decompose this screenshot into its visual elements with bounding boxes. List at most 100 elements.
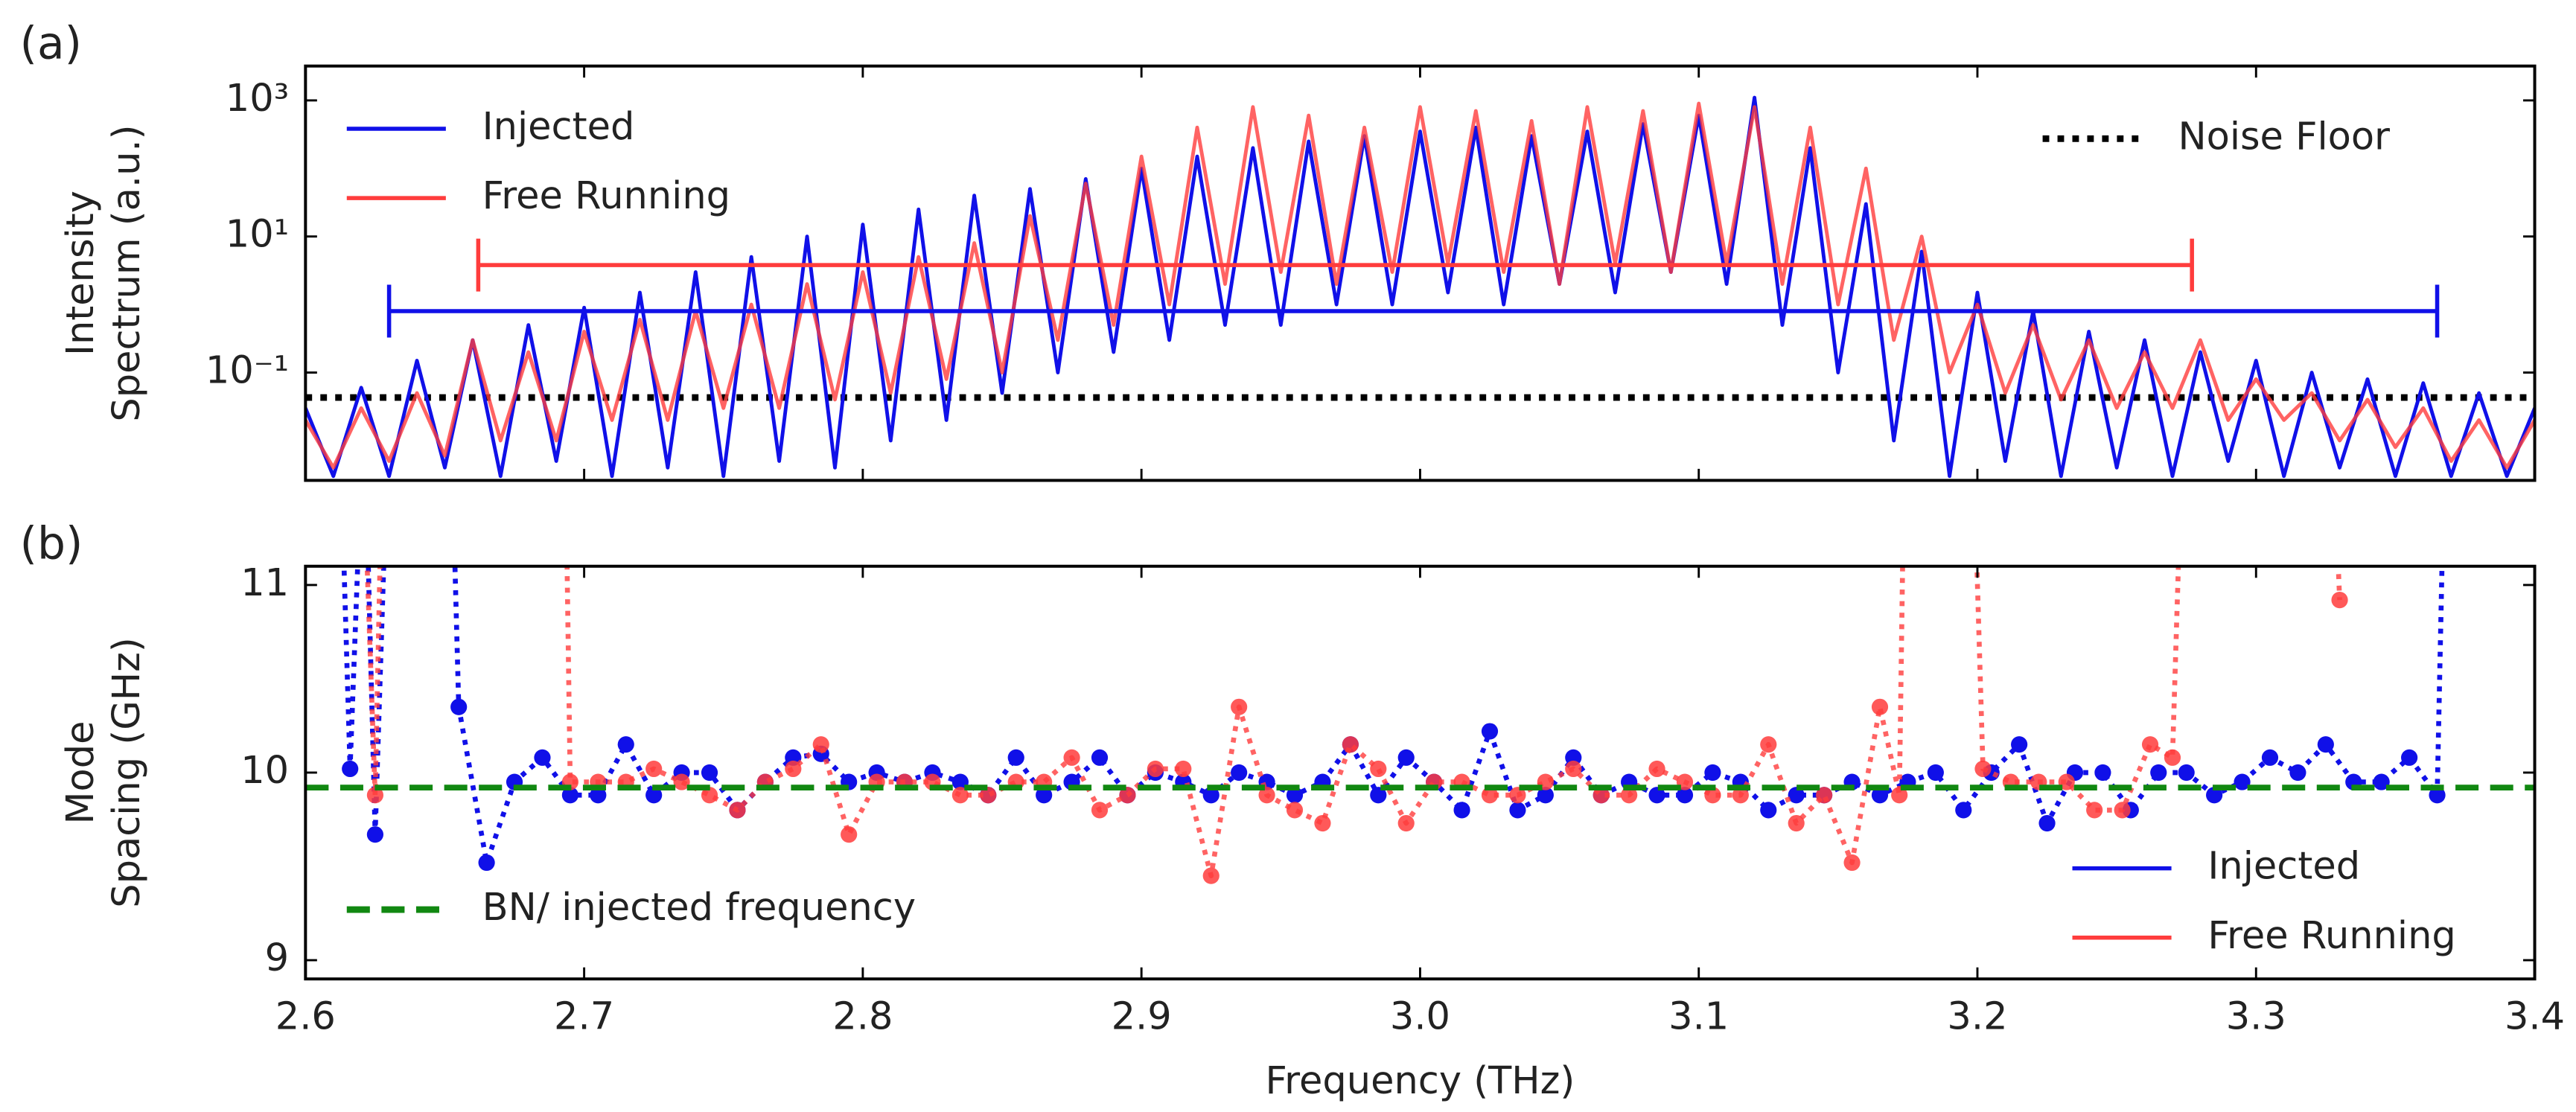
x-tick-label: 3.1 [1668, 994, 1729, 1038]
data-point [1788, 787, 1805, 804]
data-point [951, 787, 969, 804]
x-tick-label: 3.2 [1947, 994, 2007, 1038]
legend-label: Free Running [482, 174, 730, 218]
legend-label: Injected [482, 105, 635, 149]
data-point [2401, 749, 2418, 766]
data-point [1537, 787, 1554, 804]
legend-label: Free Running [2207, 914, 2455, 958]
plot-area [305, 95, 2535, 479]
data-point [2373, 773, 2390, 790]
x-tick-label: 3.4 [2505, 994, 2565, 1038]
data-point [2141, 736, 2159, 753]
x-tick-label: 2.7 [554, 994, 614, 1038]
data-point [1007, 749, 1024, 766]
data-point [1091, 749, 1109, 766]
data-point [1871, 787, 1889, 804]
data-point [673, 773, 690, 790]
data-point [1816, 787, 1833, 804]
data-point [1036, 787, 1053, 804]
data-point [2261, 749, 2279, 766]
data-point [1621, 787, 1638, 804]
data-point [980, 787, 997, 804]
data-point [1231, 698, 1248, 715]
x-axis-label: Frequency (THz) [1266, 1059, 1575, 1103]
data-point [2114, 802, 2131, 819]
data-point [2289, 764, 2306, 782]
data-point [1231, 764, 1248, 782]
axes-frame [304, 564, 2537, 981]
y-tick-label: 10⁻¹ [205, 349, 289, 393]
data-point [1509, 787, 1526, 804]
data-point [1509, 802, 1526, 819]
data-point [366, 826, 383, 843]
data-point [1063, 749, 1080, 766]
x-tick-label: 3.0 [1390, 994, 1450, 1038]
data-point [2429, 787, 2446, 804]
series-line [364, 566, 2342, 878]
data-point [1286, 787, 1304, 804]
x-tick-label: 2.8 [832, 994, 893, 1038]
data-point [450, 698, 468, 715]
data-point [1481, 723, 1499, 740]
y-axis-label: Spectrum (a.u.) [105, 124, 149, 421]
data-point [1676, 787, 1694, 804]
data-point [2234, 773, 2251, 790]
data-point [1843, 854, 1861, 872]
data-point [2086, 802, 2103, 819]
data-point [701, 787, 718, 804]
data-point [1648, 787, 1665, 804]
data-point [2011, 736, 2028, 753]
data-point [2331, 592, 2348, 609]
data-point [1370, 787, 1387, 804]
data-point [645, 787, 663, 804]
data-point [812, 736, 829, 753]
data-point [1704, 764, 1721, 782]
data-point [1760, 736, 1777, 753]
y-axis-label: Spacing (GHz) [105, 637, 149, 908]
data-point [1871, 698, 1889, 715]
data-point [645, 760, 663, 778]
data-point [1955, 802, 1972, 819]
legend-label: Noise Floor [2178, 115, 2390, 159]
data-point [1314, 814, 1331, 832]
panel-label: (a) [20, 18, 82, 70]
panel-label: (b) [20, 518, 83, 570]
data-point [561, 787, 578, 804]
data-point [1370, 760, 1387, 778]
x-tick-label: 2.9 [1112, 994, 1172, 1038]
data-point [1927, 764, 1944, 782]
data-point [1286, 802, 1304, 819]
data-point [1565, 760, 1582, 778]
legend-label: BN/ injected frequency [482, 886, 916, 930]
data-point [1891, 787, 1908, 804]
data-point [1453, 802, 1470, 819]
y-tick-label: 11 [240, 561, 289, 605]
data-point [1258, 787, 1275, 804]
series-line [305, 95, 2535, 479]
data-point [1397, 814, 1415, 832]
data-point [2317, 736, 2334, 753]
data-point [590, 787, 607, 804]
data-point [2164, 749, 2181, 766]
data-point [2094, 764, 2111, 782]
data-point [1648, 760, 1665, 778]
data-point [2150, 764, 2167, 782]
data-point [1175, 760, 1192, 778]
series-line [305, 101, 2535, 470]
data-point [1202, 867, 1220, 884]
data-point [729, 802, 746, 819]
data-point [785, 760, 802, 778]
data-point [1593, 787, 1610, 804]
axes-frame [304, 64, 2537, 482]
y-axis-label: Mode [59, 721, 103, 825]
data-point [841, 826, 858, 843]
data-point [1974, 760, 1992, 778]
data-point [617, 736, 634, 753]
data-point [2206, 787, 2223, 804]
y-tick-label: 10³ [226, 77, 289, 121]
data-point [701, 764, 718, 782]
data-point [1704, 787, 1721, 804]
data-point [1760, 802, 1777, 819]
